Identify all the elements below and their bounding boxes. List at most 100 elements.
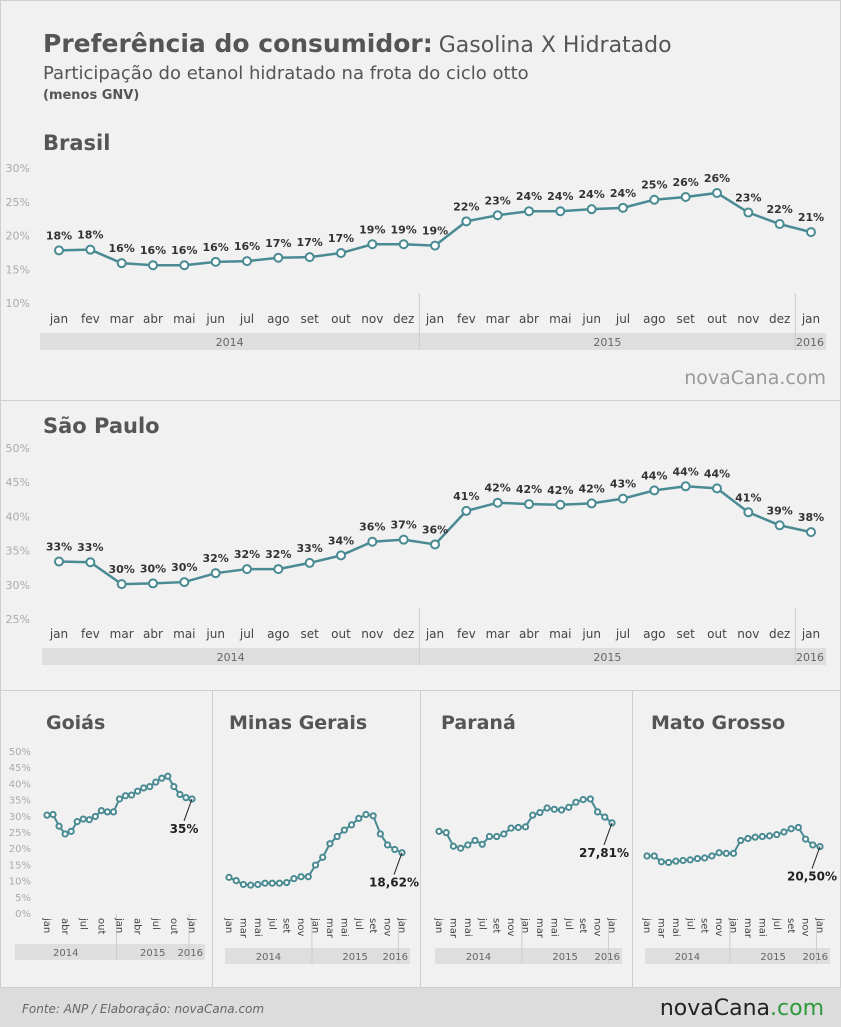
panel bbox=[0, 400, 841, 691]
marker bbox=[340, 826, 348, 834]
year-band bbox=[435, 948, 622, 964]
data-label: 20,50% bbox=[787, 870, 837, 884]
data-label: 24% bbox=[547, 190, 573, 203]
marker bbox=[297, 873, 305, 881]
x-tick-label: ago bbox=[267, 312, 289, 326]
data-label: 44% bbox=[704, 467, 730, 480]
note: (menos GNV) bbox=[43, 88, 139, 103]
marker bbox=[493, 832, 501, 841]
x-tick-label: out bbox=[707, 627, 727, 641]
x-tick-label: jul bbox=[684, 917, 695, 930]
year-label: 2014 bbox=[256, 952, 281, 963]
marker bbox=[809, 841, 817, 849]
data-label: 24% bbox=[578, 188, 604, 201]
x-tick-label: jul bbox=[150, 917, 161, 930]
marker bbox=[514, 823, 522, 832]
marker bbox=[91, 812, 99, 821]
x-tick-label: mar bbox=[324, 918, 335, 939]
marker bbox=[43, 811, 51, 819]
x-tick-label: nov bbox=[737, 627, 759, 641]
marker bbox=[521, 823, 530, 831]
marker bbox=[210, 568, 221, 579]
year-label: 2014 bbox=[217, 651, 245, 664]
x-tick-label: mar bbox=[447, 918, 458, 939]
marker bbox=[336, 248, 346, 259]
x-tick-label: jan bbox=[520, 917, 531, 933]
x-tick-label: abr bbox=[519, 312, 539, 326]
marker bbox=[758, 832, 766, 841]
marker bbox=[586, 204, 597, 215]
x-tick-label: ago bbox=[643, 627, 665, 641]
marker bbox=[680, 192, 691, 203]
data-label: 39% bbox=[766, 504, 792, 517]
marker bbox=[355, 814, 363, 822]
x-tick-label: out bbox=[331, 627, 351, 641]
marker bbox=[182, 794, 190, 802]
marker bbox=[543, 804, 551, 812]
marker bbox=[367, 239, 378, 250]
marker bbox=[430, 539, 440, 550]
marker bbox=[679, 856, 687, 865]
x-tick-label: mar bbox=[486, 627, 510, 641]
x-tick-label: jan bbox=[49, 312, 68, 326]
marker bbox=[254, 880, 262, 889]
year-label: 2014 bbox=[675, 952, 700, 963]
marker bbox=[492, 497, 503, 508]
x-tick-label: abr bbox=[519, 627, 539, 641]
x-tick-label: out bbox=[95, 918, 106, 934]
marker bbox=[550, 805, 558, 813]
x-tick-label: set bbox=[300, 627, 319, 641]
data-label: 16% bbox=[140, 244, 166, 257]
marker bbox=[751, 833, 759, 841]
marker bbox=[225, 873, 233, 881]
data-label: 30% bbox=[171, 561, 197, 574]
x-tick-label: set bbox=[491, 918, 502, 933]
data-label: 36% bbox=[359, 521, 385, 534]
chart-title: Goiás bbox=[46, 712, 105, 734]
marker bbox=[774, 219, 785, 230]
marker bbox=[61, 830, 69, 838]
x-tick-label: jan bbox=[433, 917, 444, 933]
data-label: 23% bbox=[484, 194, 510, 207]
year-band bbox=[42, 648, 826, 665]
x-tick-label: jan bbox=[641, 917, 652, 933]
panel bbox=[212, 690, 421, 988]
y-tick-label: 50% bbox=[6, 442, 30, 455]
data-label: 35% bbox=[170, 822, 199, 836]
marker bbox=[579, 796, 587, 804]
x-tick-label: jan bbox=[49, 627, 68, 641]
x-tick-label: fev bbox=[457, 627, 476, 641]
data-label: 32% bbox=[202, 552, 228, 565]
chart-title: Paraná bbox=[441, 712, 516, 734]
marker bbox=[701, 854, 709, 862]
marker bbox=[442, 829, 450, 837]
y-tick-label: 40% bbox=[6, 510, 30, 523]
data-label: 22% bbox=[453, 200, 479, 213]
x-tick-label: dez bbox=[393, 312, 414, 326]
data-label: 17% bbox=[296, 236, 322, 249]
marker bbox=[593, 808, 602, 816]
data-label: 42% bbox=[516, 483, 542, 496]
data-label: 24% bbox=[610, 187, 636, 200]
logo-domain: .com bbox=[770, 996, 824, 1021]
marker bbox=[232, 877, 240, 885]
data-label: 42% bbox=[484, 482, 510, 495]
chart-title: Mato Grosso bbox=[651, 712, 785, 734]
year-label: 2016 bbox=[803, 952, 828, 963]
marker bbox=[54, 556, 64, 567]
marker bbox=[686, 856, 694, 864]
y-tick-label: 10% bbox=[9, 877, 31, 888]
year-label: 2015 bbox=[760, 952, 785, 963]
marker bbox=[336, 550, 346, 561]
x-tick-label: mai bbox=[462, 918, 473, 937]
data-label: 16% bbox=[171, 244, 197, 257]
x-tick-label: jul bbox=[77, 917, 88, 930]
marker bbox=[103, 808, 112, 816]
marker bbox=[500, 830, 508, 838]
x-tick-label: jan bbox=[801, 312, 820, 326]
data-label: 44% bbox=[641, 469, 667, 482]
x-tick-label: dez bbox=[393, 627, 414, 641]
x-tick-label: jun bbox=[581, 627, 601, 641]
data-label: 33% bbox=[77, 541, 103, 554]
